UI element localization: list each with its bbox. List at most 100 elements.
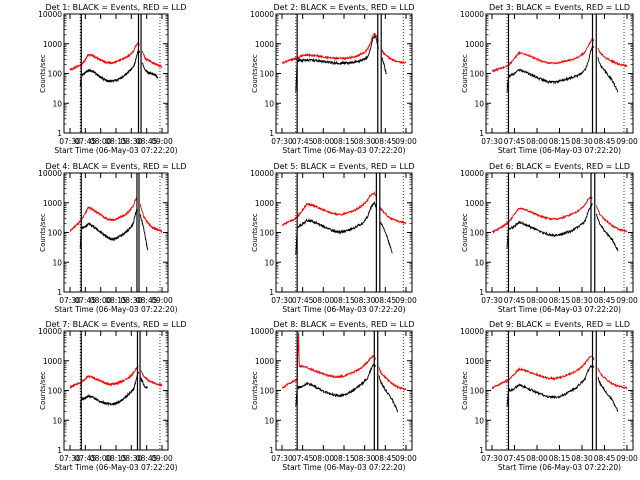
x-tick-label: 07:30	[481, 454, 503, 463]
x-tick-label: 08:00	[90, 454, 112, 463]
x-tick-label: 08:00	[526, 296, 548, 305]
x-axis-label: Start Time (06-May-03 07:22:20)	[282, 463, 405, 472]
y-axis-label: Counts/sec	[461, 213, 469, 252]
x-tick-label: 09:00	[616, 137, 638, 146]
y-tick-label: 100	[470, 229, 485, 238]
x-tick-label: 08:45	[375, 454, 397, 463]
x-tick-label: 09:00	[395, 137, 417, 146]
y-tick-label: 10000	[460, 327, 484, 336]
y-tick-label: 10	[474, 99, 484, 108]
y-tick-label: 1	[57, 288, 62, 297]
x-tick-label: 07:45	[292, 296, 314, 305]
x-tick-label: 08:00	[313, 454, 335, 463]
x-tick-label: 08:00	[526, 137, 548, 146]
detector-panel: Det 5: BLACK = Events, RED = LLD 1 10 100 10…	[250, 162, 417, 314]
detector-panel: Det 2: BLACK = Events, RED = LLD 1 10 100 10…	[250, 3, 417, 155]
detector-panel: Det 4: BLACK = Events, RED = LLD 1 10 100 10…	[38, 162, 186, 314]
y-tick-label: 1	[269, 129, 274, 138]
y-tick-label: 1	[57, 446, 62, 455]
x-tick-label: 09:00	[151, 296, 173, 305]
x-tick-label: 07:45	[75, 137, 97, 146]
y-tick-label: 1000	[465, 357, 484, 366]
y-tick-label: 10000	[38, 10, 62, 19]
panel-title: Det 7: BLACK = Events, RED = LLD	[46, 320, 187, 329]
events-series-line	[79, 48, 159, 87]
x-tick-label: 08:00	[313, 296, 335, 305]
y-tick-label: 1000	[255, 199, 274, 208]
x-axis-label: Start Time (06-May-03 07:22:20)	[498, 463, 621, 472]
x-axis-label: Start Time (06-May-03 07:22:20)	[54, 463, 177, 472]
panel-title: Det 3: BLACK = Events, RED = LLD	[489, 3, 630, 12]
x-tick-label: 08:45	[136, 296, 158, 305]
y-tick-label: 10	[264, 258, 274, 267]
panel-title: Det 1: BLACK = Events, RED = LLD	[46, 3, 187, 12]
x-tick-label: 09:00	[151, 137, 173, 146]
panel-title: Det 4: BLACK = Events, RED = LLD	[46, 162, 187, 171]
x-tick-label: 08:30	[121, 454, 143, 463]
x-tick-label: 07:30	[59, 454, 81, 463]
y-axis-label: Counts/sec	[39, 213, 47, 252]
y-tick-label: 1	[479, 446, 484, 455]
y-axis-label: Counts/sec	[251, 54, 259, 93]
y-tick-label: 10	[52, 258, 62, 267]
x-axis-label: Start Time (06-May-03 07:22:20)	[282, 305, 405, 314]
x-tick-label: 08:15	[105, 137, 127, 146]
x-tick-label: 07:30	[271, 454, 293, 463]
y-tick-label: 10000	[250, 169, 274, 178]
x-tick-label: 08:45	[136, 454, 158, 463]
y-tick-label: 100	[48, 70, 63, 79]
y-tick-label: 10	[52, 99, 62, 108]
y-tick-label: 10000	[460, 10, 484, 19]
x-tick-label: 09:00	[616, 296, 638, 305]
y-tick-label: 1000	[255, 357, 274, 366]
y-tick-label: 100	[260, 70, 275, 79]
y-tick-label: 100	[470, 387, 485, 396]
y-tick-label: 10	[264, 416, 274, 425]
x-axis-label: Start Time (06-May-03 07:22:20)	[54, 305, 177, 314]
x-tick-label: 07:30	[271, 296, 293, 305]
y-tick-label: 1	[479, 288, 484, 297]
x-tick-label: 09:00	[616, 454, 638, 463]
x-tick-label: 07:30	[59, 137, 81, 146]
x-tick-label: 08:15	[549, 137, 571, 146]
x-tick-label: 08:15	[333, 296, 355, 305]
y-tick-label: 10000	[38, 169, 62, 178]
y-tick-label: 1000	[43, 199, 62, 208]
x-tick-label: 07:45	[75, 454, 97, 463]
x-tick-label: 08:15	[105, 454, 127, 463]
y-tick-label: 10	[264, 99, 274, 108]
y-tick-label: 10000	[250, 327, 274, 336]
x-tick-label: 07:30	[59, 296, 81, 305]
x-tick-label: 09:00	[151, 454, 173, 463]
x-tick-label: 07:45	[504, 454, 526, 463]
detector-panel: Det 8: BLACK = Events, RED = LLD 1 10 100 10…	[250, 320, 417, 472]
y-tick-label: 10000	[250, 10, 274, 19]
x-tick-label: 08:45	[594, 454, 616, 463]
x-tick-label: 08:30	[571, 454, 593, 463]
y-tick-label: 1	[479, 129, 484, 138]
x-tick-label: 08:30	[571, 296, 593, 305]
x-tick-label: 07:45	[504, 296, 526, 305]
y-tick-label: 100	[48, 387, 63, 396]
events-series-line	[506, 364, 619, 413]
lld-series-line	[281, 32, 407, 65]
x-tick-label: 08:15	[333, 137, 355, 146]
y-tick-label: 1000	[255, 40, 274, 49]
x-tick-label: 08:30	[121, 296, 143, 305]
x-tick-label: 07:45	[292, 454, 314, 463]
x-axis-label: Start Time (06-May-03 07:22:20)	[54, 146, 177, 155]
y-tick-label: 1	[57, 129, 62, 138]
x-tick-label: 08:45	[136, 137, 158, 146]
y-tick-label: 1000	[43, 40, 62, 49]
panel-grid: Det 1: BLACK = Events, RED = LLD11010010…	[38, 3, 638, 472]
y-tick-label: 1000	[43, 357, 62, 366]
y-tick-label: 10000	[460, 169, 484, 178]
y-axis-label: Counts/sec	[39, 371, 47, 410]
panel-title: Det 8: BLACK = Events, RED = LLD	[274, 320, 415, 329]
x-axis-label: Start Time (06-May-03 07:22:20)	[498, 146, 621, 155]
x-tick-label: 07:45	[504, 137, 526, 146]
x-tick-label: 09:00	[395, 296, 417, 305]
x-tick-label: 08:30	[354, 137, 376, 146]
x-tick-label: 08:00	[313, 137, 335, 146]
